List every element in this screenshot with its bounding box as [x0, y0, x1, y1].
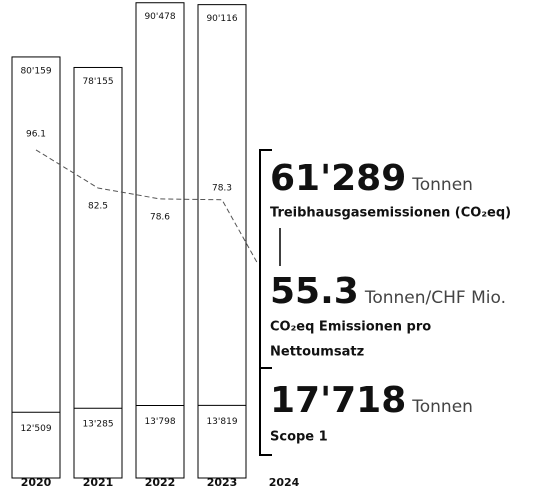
bar — [135, 2, 185, 479]
x-tick-label: 2021 — [83, 476, 114, 489]
bar-label: 80'159 — [20, 66, 51, 76]
bar — [11, 56, 61, 479]
bar — [73, 66, 123, 479]
x-tick-label: 2022 — [145, 476, 176, 489]
line-label: 96.1 — [26, 129, 46, 139]
bar-label: 12'509 — [20, 424, 51, 434]
highlight-description: CO₂eq Emissionen pro — [270, 320, 431, 335]
bar-label: 13'798 — [144, 417, 175, 427]
line-label: 78.6 — [150, 212, 170, 222]
intensity-line — [35, 149, 259, 265]
bracket — [259, 149, 272, 456]
bar-label: 78'155 — [82, 77, 113, 87]
bar — [197, 4, 247, 479]
highlight-value: 55.3 — [270, 271, 359, 312]
line-label: 78.3 — [212, 183, 232, 193]
bar-label: 13'285 — [82, 420, 113, 430]
highlight-value: 17'718 — [270, 380, 406, 421]
highlight-description: Scope 1 — [270, 430, 328, 445]
bar-label: 90'478 — [144, 12, 175, 22]
highlight-description: Nettoumsatz — [270, 345, 364, 360]
x-tick-label: 2023 — [207, 476, 238, 489]
highlight-unit: Tonnen — [411, 397, 473, 417]
highlight-unit: Tonnen — [411, 175, 473, 195]
bar-label: 90'116 — [206, 14, 237, 24]
highlight-value: 61'289 — [270, 158, 406, 199]
x-tick-label: 2024 — [269, 476, 300, 489]
line-label: 82.5 — [88, 202, 108, 212]
x-tick-label: 2020 — [21, 476, 52, 489]
bar-label: 13'819 — [206, 417, 237, 427]
highlight-description: Treibhausgasemissionen (CO₂eq) — [270, 206, 511, 221]
highlight-unit: Tonnen/CHF Mio. — [364, 288, 506, 308]
